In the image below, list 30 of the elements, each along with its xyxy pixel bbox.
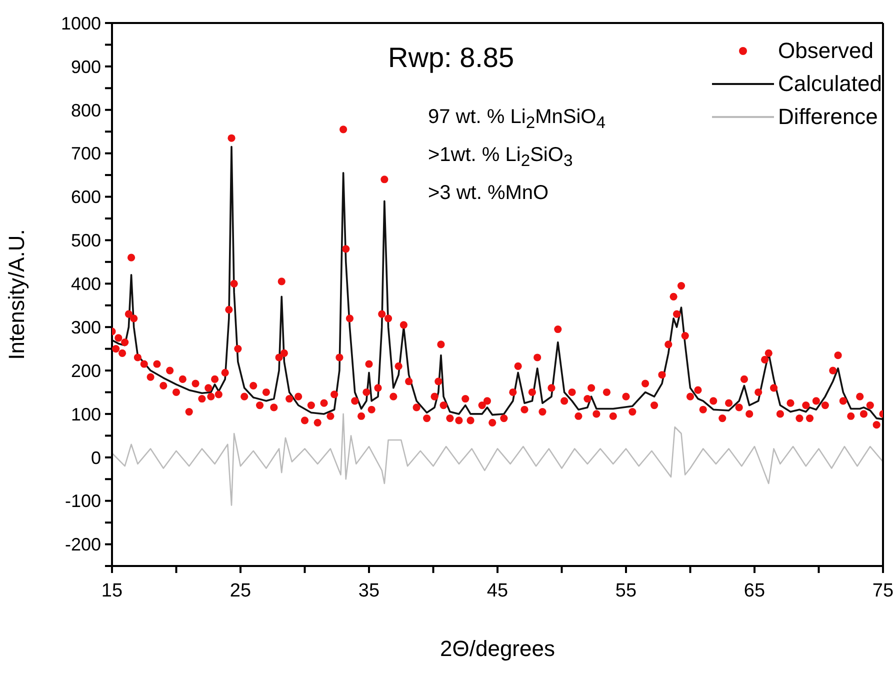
annotation: 97 wt. % Li$_{2}$MnSiO$_{4}$ bbox=[428, 106, 606, 133]
y-tick-label: 900 bbox=[70, 56, 101, 77]
x-axis-title: 2Θ/degrees bbox=[440, 636, 555, 661]
y-tick-label: 0 bbox=[90, 448, 101, 468]
y-tick-label: 200 bbox=[70, 360, 101, 381]
y-tick-label: -100 bbox=[64, 491, 101, 512]
annotation: >1wt. % Li$_{2}$SiO$_{3}$ bbox=[428, 144, 573, 171]
y-tick-label: 100 bbox=[70, 404, 101, 424]
x-tick-label: 25 bbox=[230, 580, 252, 602]
y-tick-label: 500 bbox=[70, 230, 101, 251]
legend-label: Difference bbox=[778, 103, 878, 131]
y-tick-label: 800 bbox=[70, 100, 101, 120]
annotation: Rwp: 8.85 bbox=[388, 42, 514, 74]
legend-label: Observed bbox=[778, 37, 874, 65]
y-tick-label: 300 bbox=[70, 317, 101, 338]
annotation: >3 wt. %MnO bbox=[428, 182, 549, 205]
x-tick-label: 35 bbox=[358, 580, 380, 602]
y-tick-label: 400 bbox=[70, 274, 101, 294]
legend-label: Calculated bbox=[778, 70, 882, 98]
y-tick-label: -200 bbox=[64, 534, 101, 555]
x-tick-label: 15 bbox=[101, 580, 123, 602]
line-series bbox=[112, 413, 883, 506]
x-tick-label: 65 bbox=[744, 580, 766, 602]
x-tick-label: 55 bbox=[615, 580, 637, 602]
y-axis-title: Intensity/A.U. bbox=[4, 229, 29, 360]
y-tick-label: 600 bbox=[70, 187, 101, 208]
y-tick-label: 1000 bbox=[60, 13, 101, 34]
x-tick-label: 45 bbox=[486, 580, 508, 602]
y-tick-label: 700 bbox=[70, 144, 101, 164]
x-tick-label: 75 bbox=[872, 580, 894, 602]
